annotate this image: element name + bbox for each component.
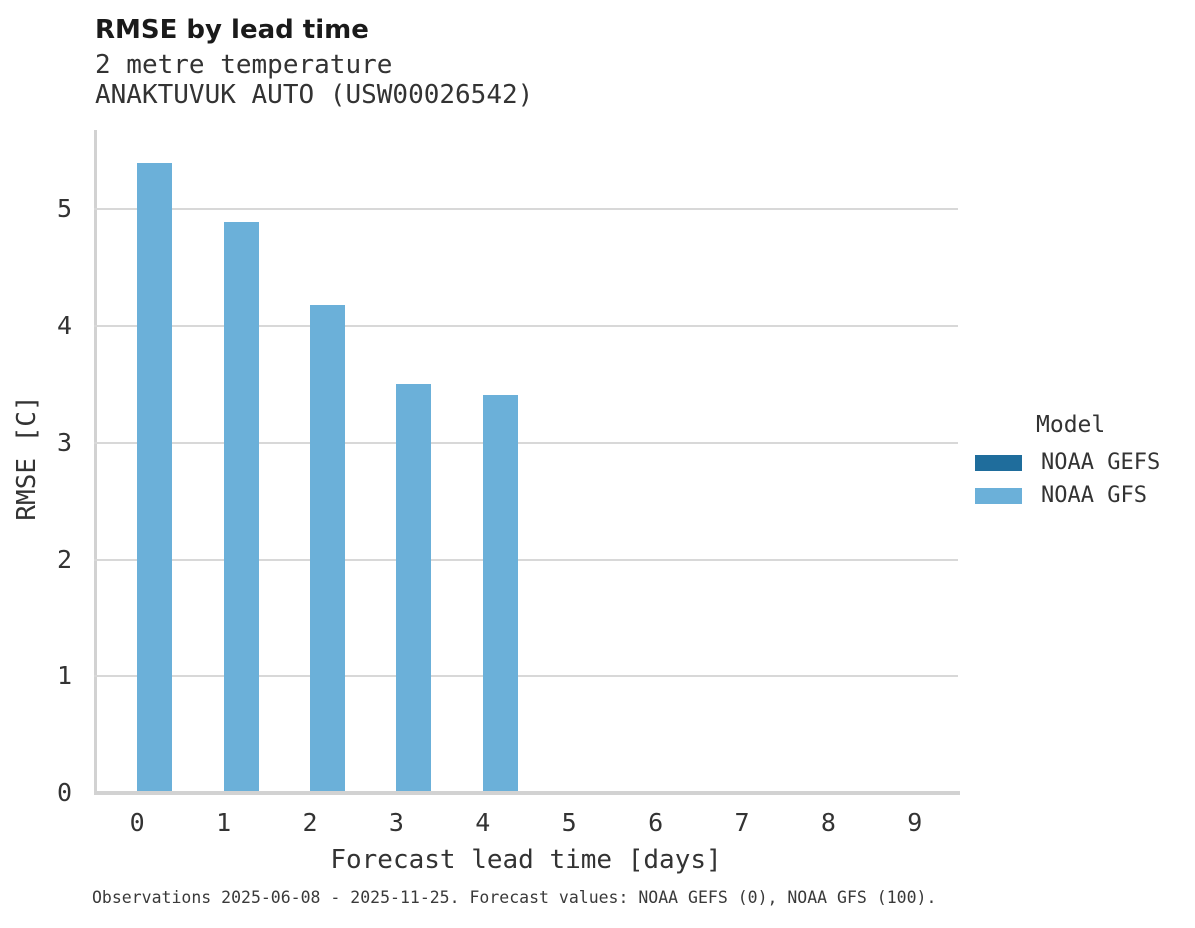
y-tick-label-3: 3: [56, 427, 72, 457]
x-tick-label-3: 3: [388, 808, 404, 837]
gridline-1: [94, 675, 958, 678]
chart-title: RMSE by lead time: [95, 15, 369, 45]
x-tick-label-9: 9: [907, 808, 923, 837]
bar-noaa-gfs-lead-3: [396, 384, 432, 793]
legend-entry-noaa-gfs: NOAA GFS: [975, 485, 1147, 507]
legend-title: Model: [1036, 412, 1106, 438]
y-tick-label-2: 2: [56, 544, 72, 574]
gridline-3: [94, 441, 958, 444]
footnote: Observations 2025-06-08 - 2025-11-25. Fo…: [92, 888, 937, 907]
x-axis-spine: [94, 791, 960, 795]
gridline-4: [94, 325, 958, 328]
x-tick-label-6: 6: [648, 808, 664, 837]
y-tick-label-5: 5: [56, 194, 72, 224]
x-tick-label-1: 1: [216, 808, 232, 837]
plot-area: [94, 130, 958, 793]
legend-label-noaa-gefs: NOAA GEFS: [1041, 450, 1161, 475]
x-tick-label-2: 2: [302, 808, 318, 837]
chart-subtitle-variable: 2 metre temperature: [95, 50, 393, 80]
bar-noaa-gfs-lead-2: [310, 305, 345, 793]
bar-noaa-gfs-lead-4: [482, 394, 518, 793]
y-tick-label-4: 4: [56, 311, 72, 341]
bar-noaa-gfs-lead-1: [223, 222, 259, 793]
legend-swatch-noaa-gefs: [975, 455, 1022, 471]
chart-subtitle-station: ANAKTUVUK AUTO (USW00026542): [95, 80, 534, 110]
y-tick-label-1: 1: [56, 661, 72, 691]
x-tick-label-7: 7: [734, 808, 750, 837]
gridline-5: [94, 208, 958, 211]
legend-swatch-noaa-gfs: [975, 488, 1022, 504]
y-axis-ticks: 0 1 2 3 4 5: [0, 130, 72, 807]
x-tick-label-0: 0: [129, 808, 145, 837]
x-axis-ticks: 0 1 2 3 4 5 6 7 8 9: [94, 808, 958, 840]
y-axis-spine: [94, 130, 97, 795]
y-tick-label-0: 0: [56, 778, 72, 807]
x-axis-label: Forecast lead time [days]: [330, 845, 722, 875]
x-tick-label-8: 8: [820, 808, 836, 837]
legend-label-noaa-gfs: NOAA GFS: [1041, 483, 1147, 508]
x-tick-label-4: 4: [475, 808, 491, 837]
x-tick-label-5: 5: [561, 808, 577, 837]
bar-noaa-gfs-lead-0: [137, 162, 173, 793]
gridline-2: [94, 558, 958, 561]
legend-entry-noaa-gefs: NOAA GEFS: [975, 452, 1160, 474]
